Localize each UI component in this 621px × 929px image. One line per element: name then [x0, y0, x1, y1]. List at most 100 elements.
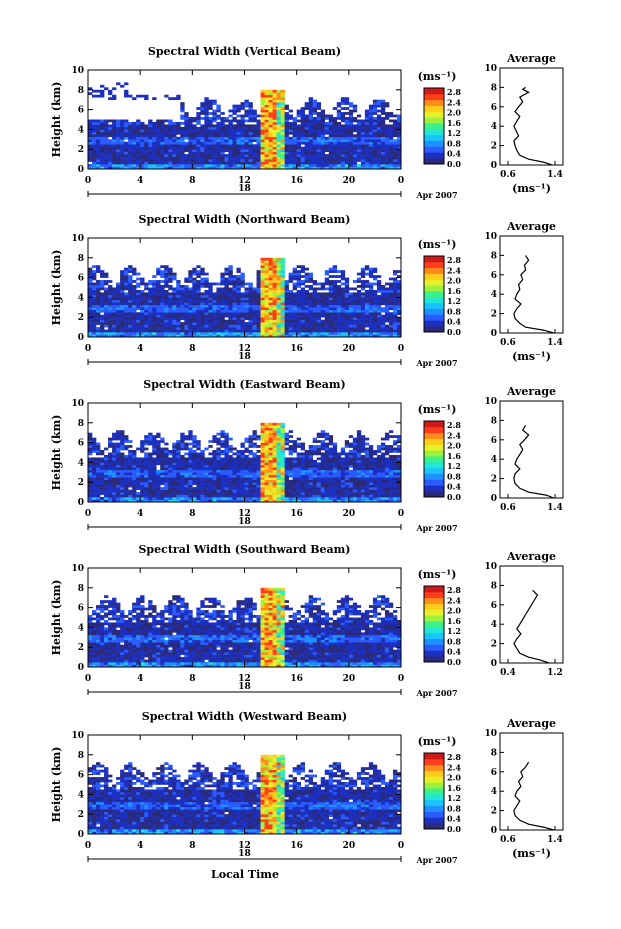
heatmap-cell: [228, 474, 233, 478]
heatmap-cell: [336, 151, 342, 155]
heatmap-cell: [156, 329, 161, 333]
heatmap-cell: [196, 121, 201, 125]
heatmap-cell: [260, 292, 265, 296]
heatmap-cell: [212, 161, 217, 165]
heatmap-cell: [260, 317, 265, 320]
heatmap-cell: [176, 297, 181, 301]
heatmap-cell: [96, 322, 101, 325]
heatmap-cell: [216, 432, 221, 436]
heatmap-cell: [112, 317, 117, 320]
heatmap-cell: [120, 445, 125, 448]
heatmap-cell: [368, 275, 374, 278]
heatmap-cell: [88, 159, 93, 162]
heatmap-cell: [208, 459, 213, 463]
heatmap-cell: [148, 149, 153, 152]
heatmap-cell: [104, 459, 109, 463]
heatmap-cell: [240, 309, 245, 313]
average-y-tick-label: 4: [491, 290, 497, 300]
heatmap-cell: [184, 297, 189, 301]
heatmap-cell: [136, 467, 141, 471]
heatmap-cell: [332, 134, 338, 138]
heatmap-cell: [300, 109, 305, 113]
heatmap-cell: [112, 289, 117, 293]
heatmap-cell: [332, 131, 338, 135]
heatmap-cell: [260, 89, 265, 93]
heatmap-cell: [120, 154, 125, 157]
heatmap-cell: [272, 156, 277, 160]
heatmap-cell: [148, 280, 153, 283]
heatmap-cell: [272, 117, 277, 120]
x-tick-label: 16: [290, 344, 303, 354]
heatmap-cell: [156, 149, 161, 152]
heatmap-cell: [144, 159, 149, 162]
heatmap-cell: [160, 292, 165, 296]
heatmap-cell: [176, 469, 181, 473]
heatmap-cell: [364, 289, 370, 293]
heatmap-cell: [168, 482, 173, 485]
heatmap-cell: [336, 104, 342, 108]
heatmap-cell: [100, 92, 105, 96]
heatmap-cell: [312, 119, 318, 123]
heatmap-cell: [132, 450, 137, 453]
heatmap-cell: [344, 129, 350, 133]
heatmap-cell: [172, 139, 177, 143]
heatmap-cell: [296, 280, 301, 283]
heatmap-cell: [236, 292, 241, 296]
heatmap-cell: [180, 334, 185, 338]
heatmap-cell: [116, 489, 121, 493]
heatmap-cell: [172, 134, 177, 138]
heatmap-cell: [348, 104, 354, 108]
heatmap-cell: [140, 141, 145, 145]
heatmap-cell: [300, 324, 305, 328]
heatmap-cell: [284, 297, 289, 301]
heatmap-cell: [364, 294, 370, 298]
heatmap-cell: [192, 499, 197, 503]
heatmap-cell: [244, 136, 249, 140]
heatmap-cell: [92, 445, 97, 448]
heatmap-cell: [108, 144, 113, 148]
heatmap-cell: [156, 324, 161, 328]
heatmap-cell: [180, 457, 185, 461]
heatmap-cell: [192, 457, 197, 461]
heatmap-cell: [156, 477, 161, 481]
heatmap-cell: [224, 334, 229, 338]
heatmap-cell: [348, 324, 354, 328]
heatmap-cell: [300, 154, 305, 157]
heatmap-cell: [152, 156, 157, 160]
heatmap-cell: [156, 294, 161, 298]
heatmap-cell: [240, 149, 245, 152]
heatmap-cell: [148, 154, 153, 157]
heatmap-cell: [364, 114, 370, 118]
heatmap-cell: [304, 156, 309, 160]
heatmap-cell: [244, 156, 249, 160]
y-tick-label: 8: [78, 254, 84, 264]
heatmap-cell: [104, 126, 109, 130]
heatmap-cell: [180, 299, 185, 303]
heatmap-cell: [360, 144, 366, 148]
heatmap-cell: [296, 144, 301, 148]
heatmap-cell: [208, 469, 213, 473]
heatmap-cell: [384, 117, 390, 120]
heatmap-cell: [264, 275, 269, 278]
heatmap-cell: [304, 334, 309, 338]
heatmap-cell: [192, 327, 197, 330]
heatmap-cell: [128, 265, 133, 268]
heatmap-cell: [124, 297, 129, 301]
heatmap-cell: [220, 129, 225, 133]
heatmap-cell: [224, 450, 229, 453]
heatmap-cell: [184, 166, 189, 170]
heatmap-cell: [204, 499, 209, 503]
heatmap-cell: [272, 334, 277, 338]
heatmap-cell: [268, 151, 273, 155]
heatmap-cell: [144, 477, 149, 481]
heatmap-cell: [152, 329, 157, 333]
heatmap-cell: [92, 131, 97, 135]
colorbar-tick-label: 0.8: [447, 138, 461, 148]
heatmap-cell: [372, 102, 378, 105]
heatmap-cell: [172, 149, 177, 152]
heatmap-cell: [356, 121, 362, 125]
heatmap-cell: [120, 164, 125, 167]
heatmap-cell: [364, 121, 370, 125]
heatmap-cell: [224, 297, 229, 301]
